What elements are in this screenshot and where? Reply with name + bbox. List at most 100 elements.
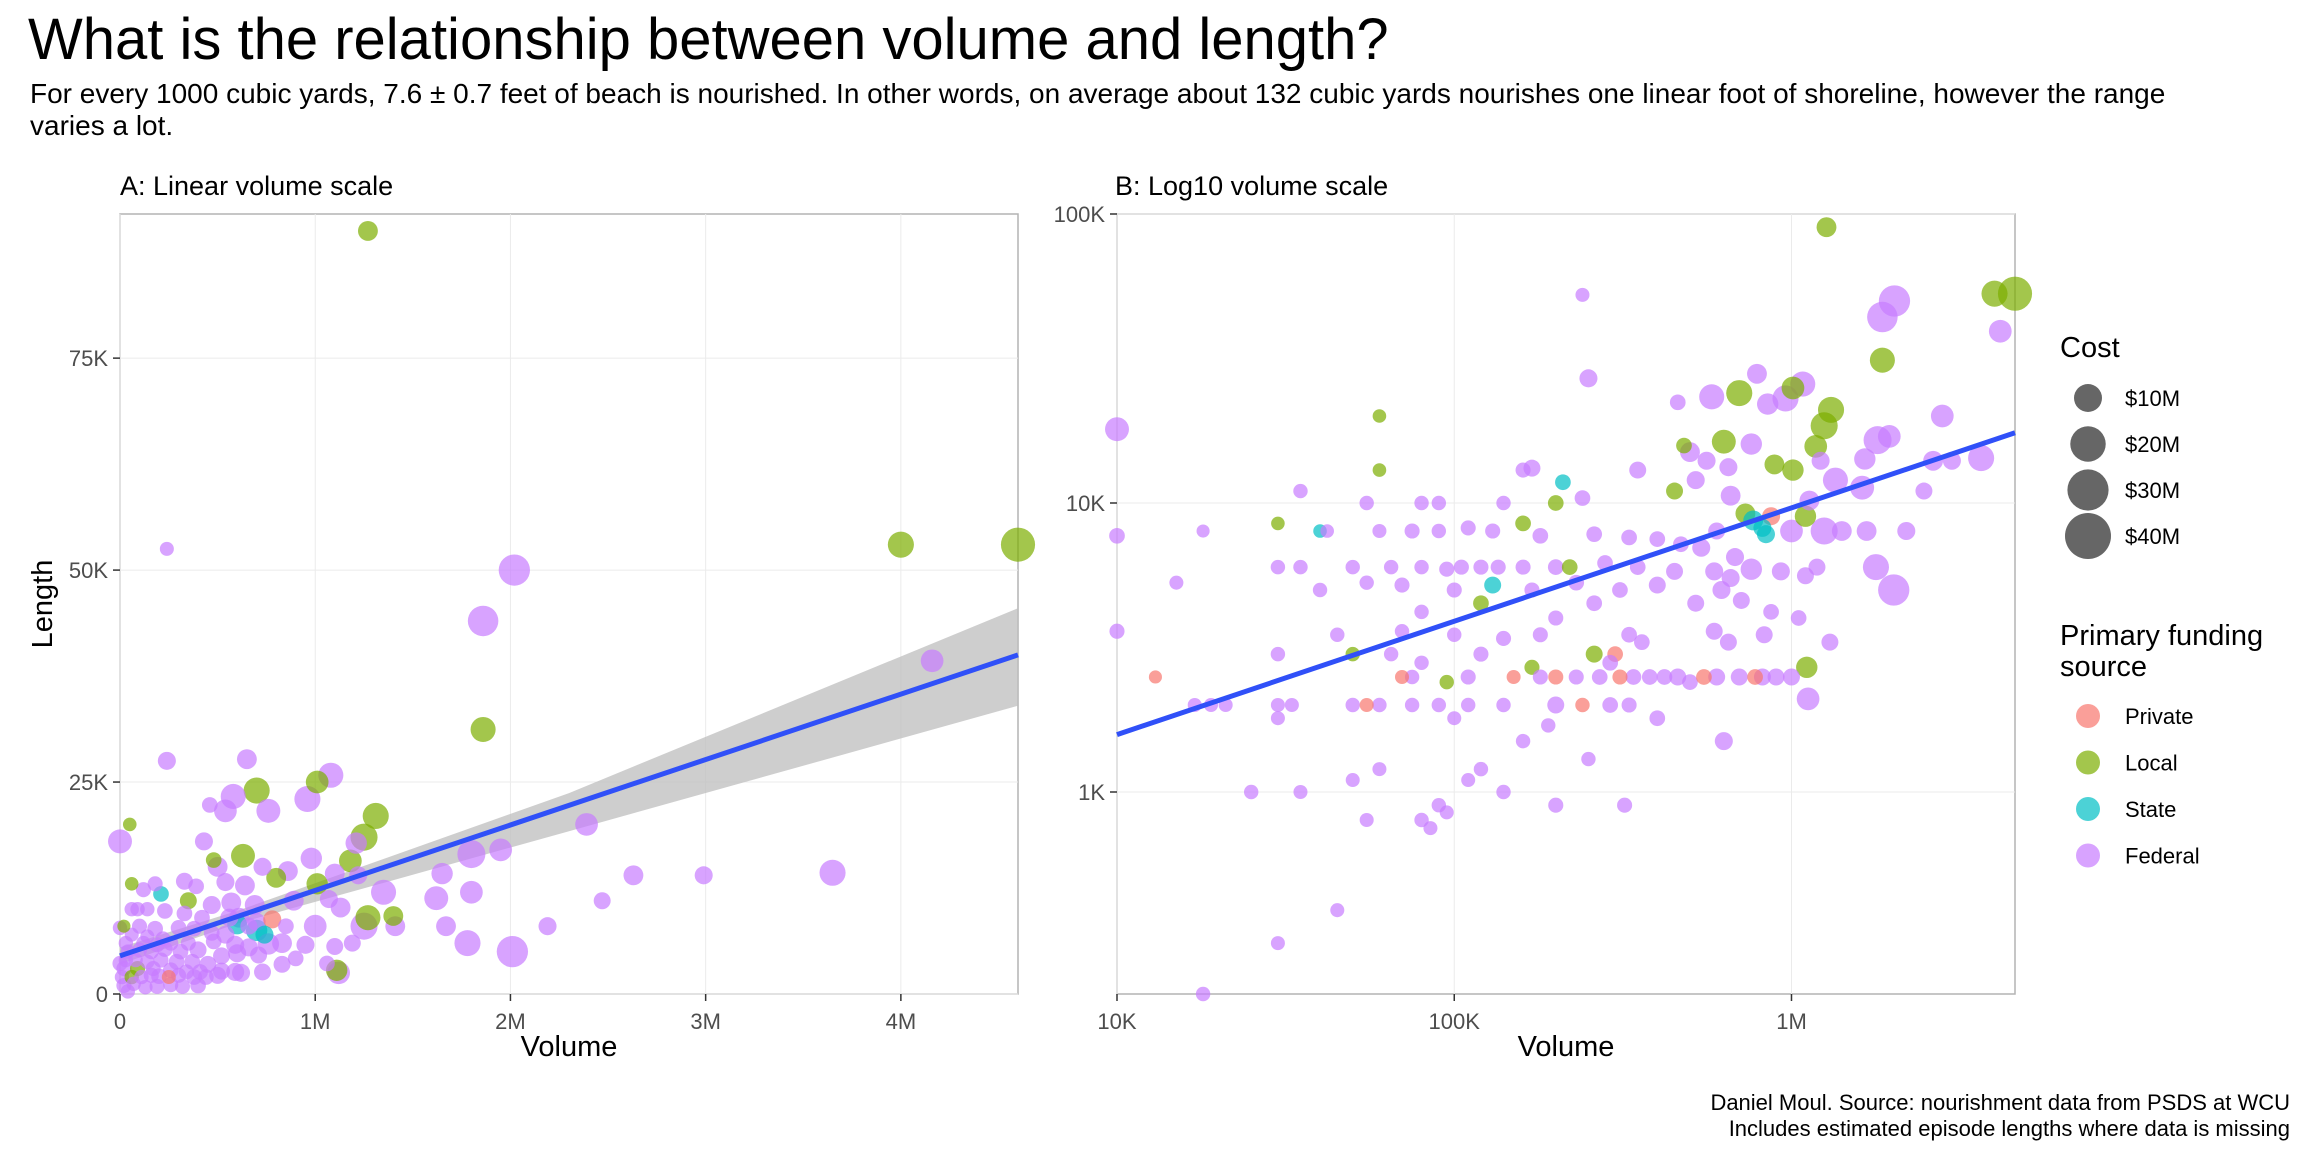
x-tick-label: 2M (495, 1009, 526, 1034)
data-point-federal (1740, 558, 1762, 580)
data-point-federal (1810, 517, 1838, 545)
data-point-federal (1697, 451, 1716, 470)
data-point-federal (460, 880, 483, 904)
data-point-federal (1915, 482, 1933, 500)
data-point-federal (1548, 797, 1564, 813)
data-point-local (1372, 463, 1387, 477)
data-point-federal (1796, 687, 1820, 711)
data-point-federal (1790, 610, 1807, 626)
data-point-federal (1732, 591, 1750, 609)
data-point-federal (1270, 936, 1285, 951)
data-point-federal (1574, 490, 1591, 506)
data-point-private (1696, 669, 1712, 685)
data-point-federal (1586, 595, 1603, 612)
data-point-federal (1270, 711, 1285, 726)
y-tick-label: 1K (1078, 780, 1105, 805)
data-point-federal (1345, 559, 1360, 575)
data-point-local (357, 221, 378, 241)
data-point-federal (1669, 394, 1686, 411)
data-point-federal (538, 917, 557, 936)
data-point-private (1548, 669, 1564, 685)
data-point-federal (343, 934, 361, 952)
data-point-federal (1485, 523, 1501, 539)
panel-a-y-label: Length (27, 560, 59, 649)
data-point-federal (1621, 697, 1637, 713)
data-point-federal (1496, 697, 1511, 713)
data-point-federal (1634, 634, 1650, 650)
data-point-federal (202, 895, 221, 915)
y-tick-label: 0 (96, 982, 108, 1007)
legend-cost-swatch (2067, 469, 2109, 511)
data-point-federal (1439, 561, 1455, 577)
data-point-federal (467, 605, 499, 637)
data-point-local (1726, 380, 1753, 407)
data-point-federal (1320, 524, 1334, 538)
data-point-federal (1867, 301, 1898, 333)
data-point-federal (1532, 527, 1549, 544)
data-point-federal (1878, 574, 1910, 606)
data-point-federal (157, 751, 176, 770)
data-point-federal (1423, 821, 1438, 836)
data-point-federal (326, 938, 344, 956)
data-point-federal (1515, 559, 1531, 575)
data-point-federal (1460, 520, 1476, 536)
data-point-federal (1195, 986, 1211, 1002)
x-tick-label: 0 (114, 1009, 126, 1034)
data-point-local (1000, 527, 1036, 562)
data-point-local (1796, 656, 1818, 679)
legend-cost-label: $40M (2125, 524, 2180, 549)
legend-funding-label: State (2125, 797, 2176, 822)
data-point-local (243, 777, 270, 804)
data-point-federal (1783, 668, 1800, 686)
data-point-federal (1548, 610, 1564, 626)
data-point-federal (147, 876, 163, 892)
data-point-federal (694, 866, 713, 885)
data-point-local (1372, 409, 1387, 423)
data-point-federal (138, 980, 153, 995)
panel-a-title: A: Linear volume scale (120, 171, 393, 201)
data-point-federal (1988, 319, 2012, 343)
x-tick-label: 100K (1429, 1009, 1481, 1034)
data-point-federal (1105, 417, 1129, 442)
data-point-federal (1649, 710, 1666, 727)
data-point-federal (1756, 393, 1779, 415)
data-point-local (117, 919, 131, 933)
data-point-federal (1404, 523, 1420, 539)
data-point-federal (214, 799, 237, 823)
data-point-state (255, 925, 274, 944)
data-point-local (1764, 454, 1785, 475)
panel-b-y-ticks: 1K 10K 100K (1054, 202, 1117, 805)
legend-funding-swatch (2076, 843, 2100, 868)
data-point-local (1711, 429, 1736, 454)
data-point-federal (205, 933, 222, 950)
data-point-federal (1579, 369, 1598, 388)
data-point-federal (159, 541, 174, 556)
data-point-federal (250, 946, 268, 964)
data-point-federal (1811, 451, 1830, 470)
data-point-federal (140, 902, 155, 917)
legend-cost-swatch (2074, 384, 2102, 412)
data-point-federal (1243, 784, 1259, 800)
panel-a-x-ticks: 0 1M 2M 3M 4M (114, 994, 916, 1034)
y-tick-label: 100K (1054, 202, 1106, 227)
data-point-federal (170, 920, 187, 936)
panel-b-plot-area (1116, 213, 2016, 995)
x-tick-label: 10K (1097, 1009, 1136, 1034)
data-point-federal (216, 873, 235, 892)
data-point-federal (1831, 521, 1852, 541)
panel-b-x-ticks: 10K 100K 1M (1097, 994, 1807, 1034)
data-point-federal (1330, 627, 1345, 642)
data-point-federal (1359, 495, 1374, 511)
data-point-federal (1602, 697, 1619, 713)
data-point-federal (1771, 562, 1790, 581)
legend: Cost $10M $20M $30M $40M Primary funding so… (2060, 332, 2263, 869)
data-point-federal (303, 914, 327, 938)
y-tick-label: 50K (69, 558, 108, 583)
data-point-federal (174, 978, 191, 994)
data-point-federal (1496, 784, 1511, 800)
data-point-federal (1473, 761, 1489, 777)
data-point-federal (1862, 554, 1889, 581)
data-point-federal (1747, 363, 1767, 384)
data-point-federal (232, 963, 251, 982)
data-point-federal (140, 954, 155, 969)
